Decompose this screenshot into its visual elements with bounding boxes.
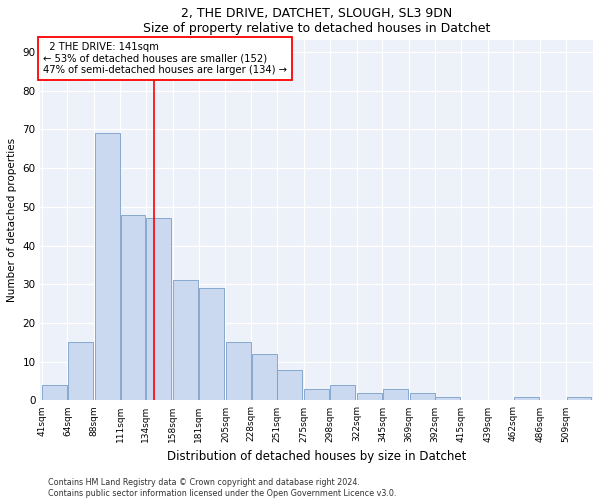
Text: 2 THE DRIVE: 141sqm  
← 53% of detached houses are smaller (152)
47% of semi-det: 2 THE DRIVE: 141sqm ← 53% of detached ho… [43, 42, 287, 76]
Bar [410, 392, 434, 400]
Bar [277, 370, 302, 400]
Bar [226, 342, 251, 400]
Bar [330, 385, 355, 400]
Bar [68, 342, 93, 400]
Bar [173, 280, 198, 400]
Y-axis label: Number of detached properties: Number of detached properties [7, 138, 17, 302]
Bar [514, 396, 539, 400]
Bar [199, 288, 224, 401]
X-axis label: Distribution of detached houses by size in Datchet: Distribution of detached houses by size … [167, 450, 466, 463]
Bar [121, 214, 145, 400]
Bar [146, 218, 171, 400]
Bar [357, 392, 382, 400]
Bar [251, 354, 277, 401]
Bar [95, 133, 119, 400]
Bar [436, 396, 460, 400]
Text: Contains HM Land Registry data © Crown copyright and database right 2024.
Contai: Contains HM Land Registry data © Crown c… [48, 478, 397, 498]
Bar [566, 396, 592, 400]
Bar [304, 389, 329, 400]
Bar [383, 389, 407, 400]
Bar [42, 385, 67, 400]
Title: 2, THE DRIVE, DATCHET, SLOUGH, SL3 9DN
Size of property relative to detached hou: 2, THE DRIVE, DATCHET, SLOUGH, SL3 9DN S… [143, 7, 490, 35]
